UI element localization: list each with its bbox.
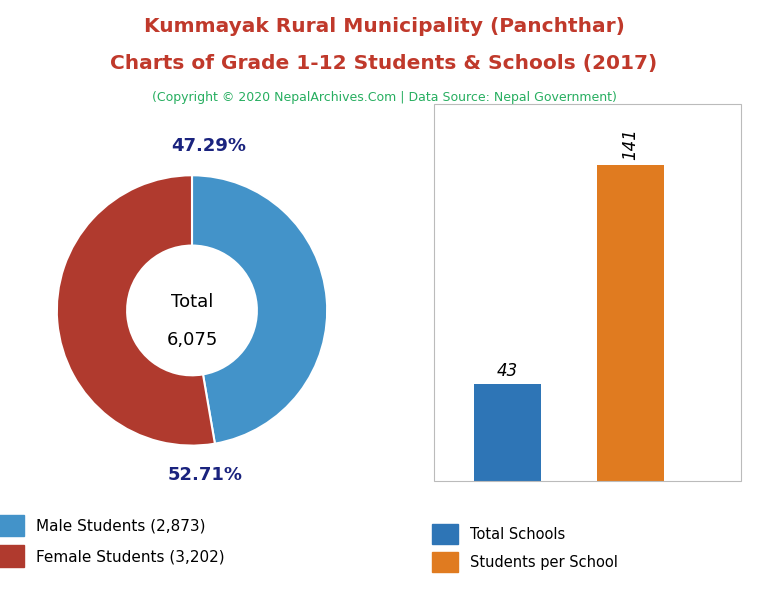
Text: 6,075: 6,075 — [167, 331, 217, 349]
Legend: Male Students (2,873), Female Students (3,202): Male Students (2,873), Female Students (… — [0, 509, 230, 573]
Text: 43: 43 — [497, 362, 518, 380]
Text: Total: Total — [170, 293, 214, 311]
Wedge shape — [192, 176, 327, 444]
Text: Charts of Grade 1-12 Students & Schools (2017): Charts of Grade 1-12 Students & Schools … — [111, 54, 657, 73]
Bar — [474, 384, 541, 481]
Text: 141: 141 — [621, 128, 640, 161]
Text: 52.71%: 52.71% — [168, 466, 243, 484]
Text: Kummayak Rural Municipality (Panchthar): Kummayak Rural Municipality (Panchthar) — [144, 17, 624, 36]
Legend: Total Schools, Students per School: Total Schools, Students per School — [425, 518, 624, 578]
Text: (Copyright © 2020 NepalArchives.Com | Data Source: Nepal Government): (Copyright © 2020 NepalArchives.Com | Da… — [151, 91, 617, 104]
Bar — [597, 165, 664, 481]
Wedge shape — [57, 176, 215, 445]
Text: 47.29%: 47.29% — [170, 137, 246, 155]
